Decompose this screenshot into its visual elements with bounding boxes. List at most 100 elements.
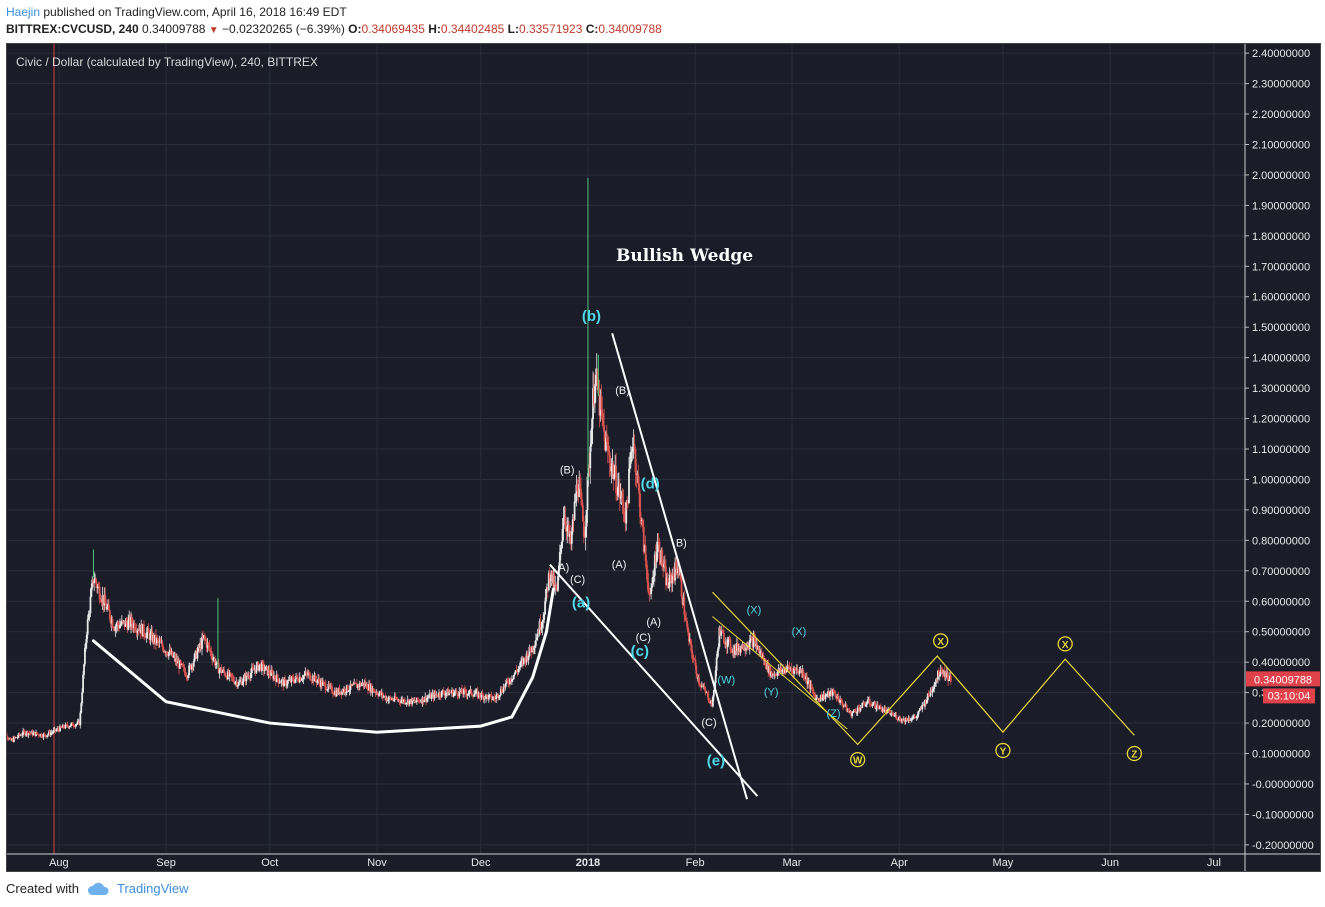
candle-body bbox=[818, 698, 821, 701]
candle-body bbox=[834, 693, 837, 697]
y-tick-label: 1.00000000 bbox=[1252, 474, 1310, 486]
candle-body bbox=[519, 662, 522, 668]
candle-body bbox=[249, 677, 251, 679]
projection-channel-line bbox=[712, 616, 848, 730]
candle-body bbox=[131, 624, 134, 628]
trendline-2 bbox=[549, 564, 759, 797]
candle-body bbox=[374, 691, 377, 693]
candle-body bbox=[879, 705, 882, 708]
chart-panel[interactable]: (b) (d) (a) (c) (e) (B) (B) B) (A) A) (C) (A) (C) (C)… bbox=[6, 43, 1321, 872]
candle-body bbox=[99, 599, 102, 602]
candle-body bbox=[270, 670, 273, 676]
author-link[interactable]: Haejin bbox=[6, 5, 41, 19]
candle-body bbox=[145, 632, 148, 638]
candle-body bbox=[788, 666, 791, 669]
candle-body bbox=[487, 695, 490, 700]
candle-body bbox=[941, 672, 944, 674]
candle-body bbox=[296, 675, 298, 678]
candle-body bbox=[246, 673, 249, 677]
candle-body bbox=[940, 670, 943, 673]
wave-label: (e) bbox=[707, 753, 725, 770]
candle-body bbox=[605, 438, 607, 451]
candle-body bbox=[252, 668, 255, 671]
candle-body bbox=[934, 682, 937, 685]
candle-body bbox=[882, 709, 885, 712]
circle-label-ring bbox=[1057, 636, 1073, 652]
candle-body bbox=[17, 733, 20, 738]
candle-body bbox=[624, 515, 627, 524]
candle-body bbox=[393, 696, 396, 701]
close-label: C: bbox=[585, 22, 599, 36]
candle-body bbox=[665, 577, 668, 586]
candle-body bbox=[388, 696, 391, 700]
candle-body bbox=[571, 519, 574, 532]
candle-body bbox=[784, 668, 787, 673]
candle-body bbox=[220, 667, 223, 673]
candle-body bbox=[453, 691, 456, 693]
candle-body bbox=[470, 689, 473, 695]
candle-body bbox=[831, 689, 834, 696]
candle-body bbox=[535, 637, 538, 641]
tradingview-brand-link[interactable]: TradingView bbox=[116, 881, 189, 896]
candle-body bbox=[892, 714, 895, 716]
candle-body bbox=[72, 722, 74, 726]
candle-body bbox=[701, 685, 704, 687]
candle-body bbox=[101, 595, 104, 603]
candle-body bbox=[795, 669, 798, 671]
candle-body bbox=[755, 643, 758, 647]
candle-body bbox=[810, 684, 813, 689]
candle-body bbox=[706, 692, 709, 694]
y-tick-label: 1.10000000 bbox=[1252, 444, 1310, 456]
candle-body bbox=[188, 665, 191, 676]
candle-body bbox=[730, 649, 733, 652]
candle-body bbox=[397, 699, 400, 701]
candle-body bbox=[558, 565, 560, 577]
candle-body bbox=[579, 484, 582, 489]
candle-body bbox=[398, 699, 401, 702]
candle-body bbox=[126, 623, 129, 630]
candle-body bbox=[334, 691, 337, 697]
price-chart[interactable]: (b)(d)(a)(c)(e)(B)(B)B)(A)A)(C)(A)(C)(C)… bbox=[7, 44, 1320, 871]
candle-body bbox=[823, 693, 826, 699]
candle-body bbox=[702, 686, 705, 688]
candle-body bbox=[42, 733, 45, 738]
candle-body bbox=[576, 484, 579, 491]
candle-body bbox=[324, 683, 327, 691]
y-tick-label: 0.90000000 bbox=[1252, 505, 1310, 517]
candle-body bbox=[16, 737, 19, 738]
candle-body bbox=[174, 655, 177, 662]
candle-body bbox=[379, 691, 381, 694]
candle-body bbox=[494, 698, 497, 700]
candle-body bbox=[166, 651, 168, 655]
candle-body bbox=[708, 700, 711, 703]
candle-body bbox=[463, 689, 465, 695]
candle-body bbox=[426, 697, 428, 702]
candle-body bbox=[419, 701, 422, 703]
candle-body bbox=[570, 531, 573, 544]
candle-body bbox=[626, 501, 629, 503]
candle-body bbox=[513, 673, 516, 676]
candle-body bbox=[327, 683, 330, 690]
candle-body bbox=[666, 577, 669, 588]
candle-body bbox=[373, 691, 376, 693]
candle-body bbox=[495, 695, 498, 699]
candle-body bbox=[640, 517, 642, 522]
candle-body bbox=[408, 700, 411, 705]
candle-body bbox=[112, 627, 115, 629]
candle-body bbox=[95, 578, 97, 584]
candle-body bbox=[884, 708, 887, 710]
candle-body bbox=[265, 666, 268, 668]
candle-body bbox=[439, 696, 442, 697]
candle-body bbox=[7, 737, 10, 740]
circle-label-ring bbox=[995, 742, 1011, 759]
candle-body bbox=[299, 677, 302, 681]
candle-body bbox=[660, 550, 663, 564]
candle-body bbox=[623, 512, 626, 516]
candle-body bbox=[447, 689, 450, 696]
candle-body bbox=[226, 676, 228, 680]
candle-body bbox=[864, 704, 866, 707]
candle-body bbox=[510, 678, 512, 682]
drawings bbox=[91, 333, 1135, 800]
candle-body bbox=[355, 683, 357, 685]
candle-body bbox=[851, 712, 854, 717]
